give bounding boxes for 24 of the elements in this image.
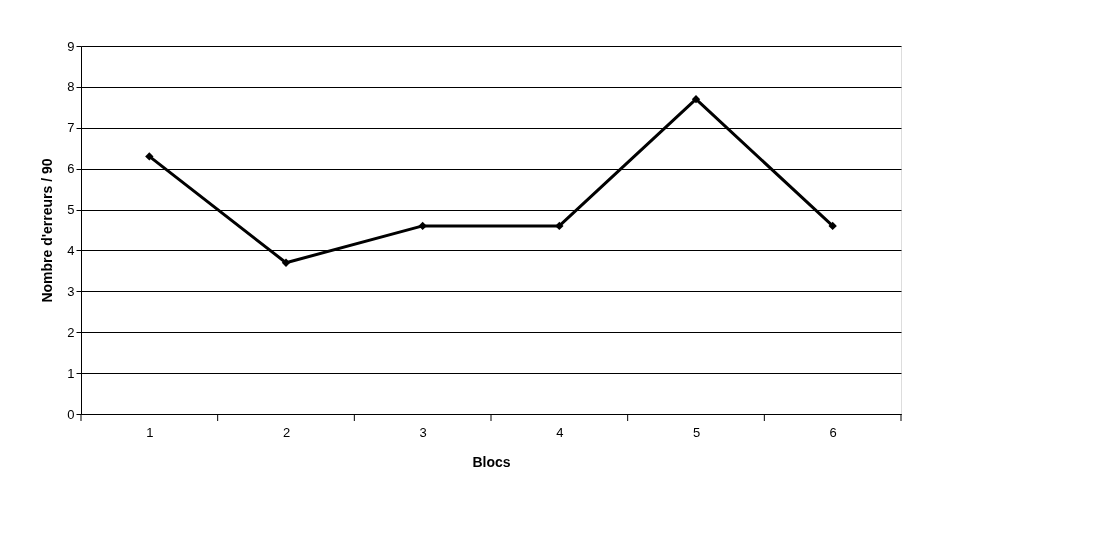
point: [555, 221, 564, 231]
point: [828, 221, 837, 231]
point: [418, 221, 427, 231]
y-tick-label: 6: [67, 161, 75, 177]
x-tick-label: 5: [692, 424, 701, 440]
y-tick-label: 4: [67, 242, 75, 258]
y-tick-label: 9: [67, 38, 75, 54]
x-tick-label: 6: [829, 424, 837, 440]
y-tick-label: 7: [67, 120, 75, 136]
x-tick-label: 1: [146, 424, 154, 440]
x-axis-title: Blocs: [472, 453, 511, 470]
y-tick-label: 3: [67, 283, 75, 299]
y-tick-label: 2: [67, 324, 75, 340]
x-tick-label: 3: [419, 424, 427, 440]
point: [145, 152, 154, 161]
x-tick-label: 2: [282, 424, 291, 440]
y-axis-title: Nombre d'erreurs / 90: [39, 158, 56, 303]
y-tick-label: 1: [67, 365, 75, 381]
x-tick-label: 4: [556, 424, 564, 440]
point: [691, 94, 701, 104]
y-tick-label: 0: [67, 406, 75, 422]
y-tick-label: 8: [67, 79, 75, 95]
y-tick-label: 5: [67, 202, 75, 218]
point: [281, 258, 291, 267]
